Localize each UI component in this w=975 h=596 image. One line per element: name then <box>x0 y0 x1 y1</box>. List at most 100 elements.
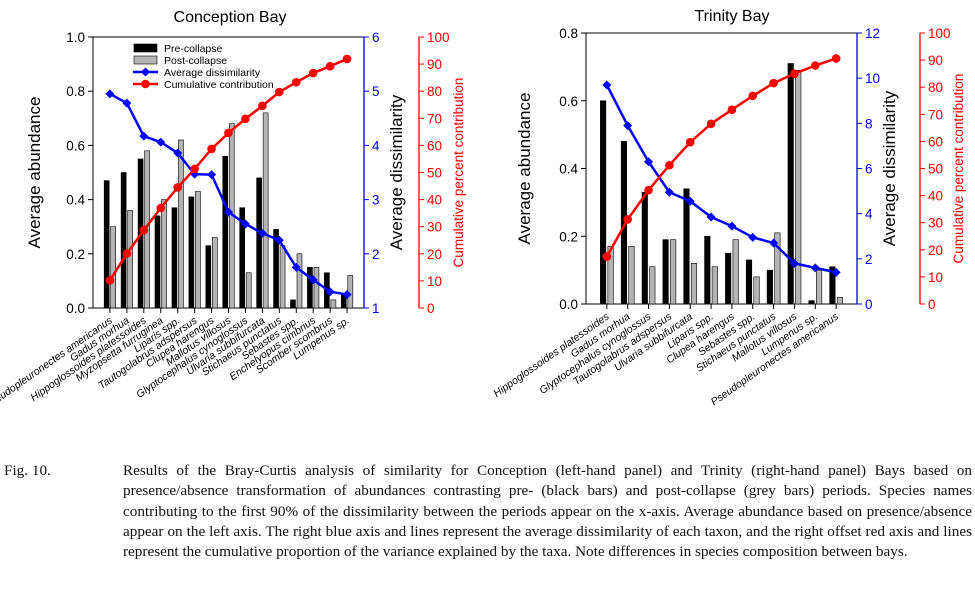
bar-pre-collapse <box>222 155 229 309</box>
trinity-bay-panel: Trinity Bay 0.0 0.2 0.4 0.6 0.8 0 2 4 6 8 10 12 0 10 20… <box>491 8 966 408</box>
legend-label-post-collapse: Post-collapse <box>164 55 227 67</box>
bar-post-collapse <box>670 239 677 305</box>
dissimilarity-y-tick-label: 4 <box>372 138 380 153</box>
cumulative-point <box>105 276 115 285</box>
bar-pre-collapse <box>704 235 711 305</box>
cumulative-point <box>811 61 820 70</box>
bar-post-collapse <box>330 299 337 309</box>
bar-post-collapse <box>753 276 760 305</box>
cumulative-y-tick-label: 100 <box>928 26 951 41</box>
bar-pre-collapse <box>683 188 690 305</box>
bar-post-collapse <box>195 191 201 309</box>
left-y-tick-label: 0.6 <box>66 138 85 153</box>
dissimilarity-point <box>207 170 217 180</box>
chart-title: Conception Bay <box>174 9 287 26</box>
caption-text: Results of the Bray-Curtis analysis of s… <box>123 462 972 561</box>
bar-pre-collapse <box>120 172 127 309</box>
dissimilarity-point <box>308 275 318 285</box>
dissimilarity-point <box>173 148 183 158</box>
bar-post-collapse <box>607 246 614 305</box>
bar-post-collapse <box>690 263 698 305</box>
cumulative-point <box>224 128 233 138</box>
dissimilarity-point <box>139 131 149 141</box>
cumulative-y-tick-label: 70 <box>427 111 442 126</box>
dissimilarity-point <box>240 219 250 229</box>
legend-swatch-post-collapse <box>133 55 158 65</box>
dissimilarity-point <box>623 121 633 131</box>
bar-post-collapse <box>110 226 116 309</box>
dissimilarity-y-tick-label: 10 <box>865 71 880 86</box>
bar-post-collapse <box>178 139 184 309</box>
conception-bay-panel: Conception Bay0.00.20.40.60.81.012345601… <box>0 9 466 412</box>
left-y-tick-label: 0.8 <box>559 26 578 41</box>
left-y-tick-label: 0.2 <box>559 229 578 244</box>
bar-pre-collapse <box>641 191 648 305</box>
left-y-tick-label: 0.6 <box>559 94 578 109</box>
legend-marker-dissimilarity <box>141 67 150 77</box>
dissimilarity-point <box>122 98 132 108</box>
bar-pre-collapse <box>188 196 195 309</box>
cumulative-point <box>665 160 674 170</box>
dissimilarity-point <box>789 258 799 268</box>
dissimilarity-point <box>748 232 758 242</box>
cumulative-point <box>190 164 199 174</box>
cumulative-point <box>769 78 778 88</box>
cumulative-y-tick-label: 50 <box>427 166 442 181</box>
cumulative-y-tick-label: 30 <box>928 216 943 231</box>
dissimilarity-axis-label: Average dissimilarity <box>387 94 406 250</box>
bar-post-collapse <box>649 266 656 305</box>
bar-post-collapse <box>313 267 320 309</box>
dissimilarity-y-tick-label: 6 <box>372 30 380 45</box>
legend-label-dissimilarity: Average dissimilarity <box>164 67 261 79</box>
bar-pre-collapse <box>205 245 212 309</box>
cumulative-point <box>342 54 352 64</box>
cumulative-point <box>291 77 301 87</box>
dissimilarity-y-tick-label: 8 <box>865 116 873 131</box>
legend-label-pre-collapse: Pre-collapse <box>164 43 223 55</box>
left-y-tick-label: 0.2 <box>66 247 85 262</box>
cumulative-point <box>308 68 318 78</box>
cumulative-point <box>275 87 284 97</box>
bar-pre-collapse <box>171 207 178 309</box>
bar-pre-collapse <box>307 267 313 309</box>
bar-post-collapse <box>711 266 718 305</box>
cumulative-point <box>122 249 132 258</box>
bar-post-collapse <box>262 112 269 309</box>
bar-pre-collapse <box>103 180 110 309</box>
dissimilarity-y-tick-label: 12 <box>865 26 880 41</box>
dissimilarity-point <box>224 207 233 217</box>
dissimilarity-point <box>342 289 352 299</box>
dissimilarity-point <box>769 238 779 248</box>
cumulative-y-tick-label: 60 <box>928 134 943 149</box>
bar-pre-collapse <box>662 239 669 305</box>
dissimilarity-y-tick-label: 0 <box>865 297 873 312</box>
cumulative-y-tick-label: 20 <box>928 243 943 258</box>
left-y-axis-label: Average abundance <box>25 97 44 249</box>
dissimilarity-point <box>257 228 267 238</box>
bar-post-collapse <box>795 69 802 305</box>
cumulative-point <box>241 114 250 124</box>
cumulative-y-tick-label: 20 <box>427 247 442 262</box>
cumulative-axis-label: Cumulative percent contribution <box>951 74 966 264</box>
cumulative-y-tick-label: 0 <box>427 301 435 316</box>
cumulative-y-tick-label: 90 <box>928 53 943 68</box>
cumulative-y-tick-label: 60 <box>427 138 442 153</box>
dissimilarity-point <box>810 263 820 273</box>
cumulative-point <box>685 137 695 147</box>
cumulative-y-tick-label: 50 <box>928 162 943 177</box>
bar-post-collapse <box>127 210 133 309</box>
dissimilarity-point <box>602 80 612 90</box>
dissimilarity-y-tick-label: 4 <box>865 207 873 222</box>
cumulative-y-tick-label: 0 <box>928 297 936 312</box>
cumulative-point <box>706 119 716 129</box>
cumulative-point <box>258 101 267 111</box>
cumulative-point <box>790 69 799 78</box>
dissimilarity-point <box>644 157 654 167</box>
bar-post-collapse <box>279 245 286 309</box>
bar-pre-collapse <box>154 215 161 309</box>
cumulative-point <box>173 183 182 192</box>
dissimilarity-point <box>105 89 115 99</box>
cumulative-y-tick-label: 10 <box>427 274 442 289</box>
cumulative-point <box>831 54 841 63</box>
